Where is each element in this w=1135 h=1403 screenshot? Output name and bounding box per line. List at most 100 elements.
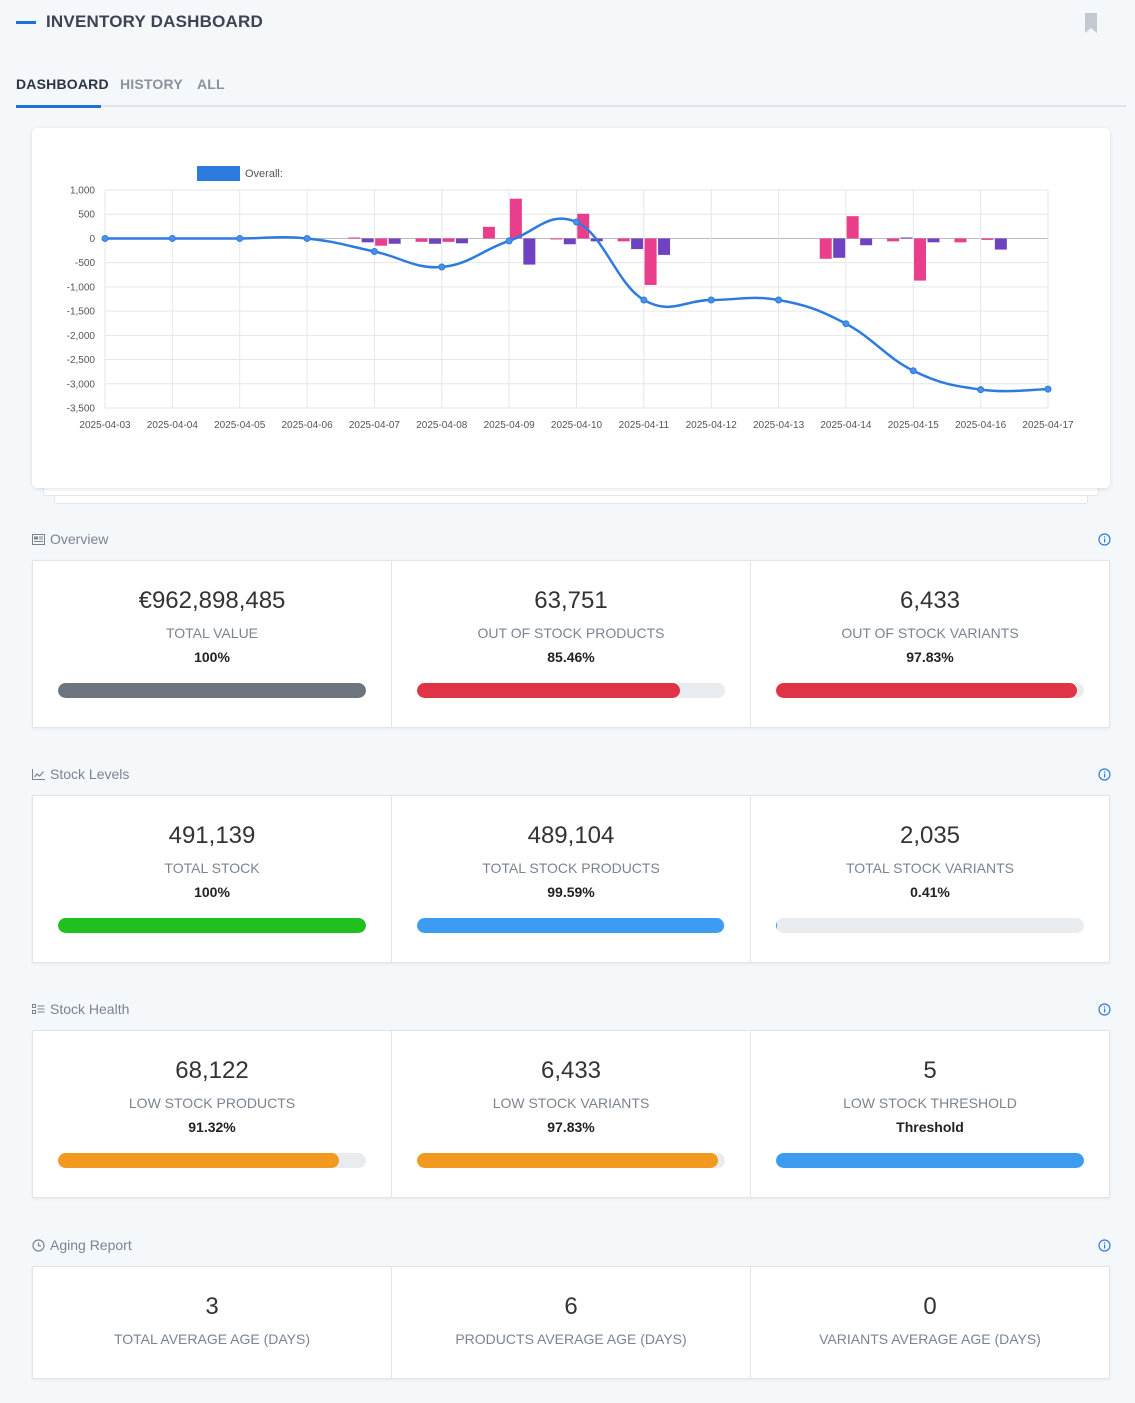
progress-bar xyxy=(776,918,1084,933)
stat-percent: 99.59% xyxy=(547,884,595,900)
line-point xyxy=(775,296,783,304)
progress-bar xyxy=(776,683,1084,698)
stat-value: 68,122 xyxy=(175,1057,249,1084)
stat-value: 489,104 xyxy=(527,822,615,849)
bar xyxy=(860,238,873,246)
y-tick-label: -3,000 xyxy=(67,379,96,390)
stat-card: 3 TOTAL AVERAGE AGE (DAYS) xyxy=(33,1267,392,1378)
legend-swatch xyxy=(197,166,240,181)
stat-card: 6,433 LOW STOCK VARIANTS 97.83% xyxy=(392,1031,751,1197)
bar xyxy=(914,238,927,281)
clock-icon xyxy=(32,1238,45,1252)
line-point xyxy=(977,386,985,394)
bar xyxy=(846,216,859,239)
bar xyxy=(819,238,832,259)
line-point xyxy=(909,367,917,375)
tab-dashboard[interactable]: DASHBOARD xyxy=(16,76,109,92)
progress-bar xyxy=(417,683,725,698)
stat-card: 2,035 TOTAL STOCK VARIANTS 0.41% xyxy=(751,796,1109,962)
bar xyxy=(523,238,536,265)
progress-bar xyxy=(776,1153,1084,1168)
stat-percent: 100% xyxy=(194,884,230,900)
stat-percent: 97.83% xyxy=(906,649,954,665)
info-icon[interactable] xyxy=(1098,768,1111,781)
stat-label: OUT OF STOCK PRODUCTS xyxy=(477,625,665,641)
stat-label: TOTAL VALUE xyxy=(165,625,259,641)
stat-percent: 85.46% xyxy=(547,649,595,665)
bar xyxy=(887,238,900,242)
stat-label: OUT OF STOCK VARIANTS xyxy=(841,625,1019,641)
info-icon[interactable] xyxy=(1098,533,1111,546)
aging-report-cards: 3 TOTAL AVERAGE AGE (DAYS) 6 PRODUCTS AV… xyxy=(32,1266,1110,1379)
section-title-aging-report: Aging Report xyxy=(32,1237,132,1253)
stat-percent: 97.83% xyxy=(547,1119,595,1135)
bar xyxy=(954,238,967,243)
x-tick-label: 2025-04-10 xyxy=(551,420,603,431)
x-tick-label: 2025-04-07 xyxy=(349,420,401,431)
progress-fill xyxy=(58,918,366,933)
stat-percent: 0.41% xyxy=(910,884,950,900)
line-point xyxy=(168,234,176,242)
stat-card: 0 VARIANTS AVERAGE AGE (DAYS) xyxy=(751,1267,1109,1378)
bar xyxy=(833,238,846,258)
bar xyxy=(442,238,455,242)
line-point xyxy=(707,296,715,304)
progress-fill xyxy=(417,918,724,933)
bookmark-icon[interactable] xyxy=(1081,12,1101,34)
stat-label: TOTAL STOCK VARIANTS xyxy=(845,860,1015,876)
tab-history[interactable]: HISTORY xyxy=(120,76,183,92)
stat-label: LOW STOCK THRESHOLD xyxy=(843,1095,1017,1111)
x-tick-label: 2025-04-16 xyxy=(955,420,1007,431)
newspaper-icon xyxy=(32,533,45,545)
tab-all[interactable]: ALL xyxy=(197,76,225,92)
progress-fill xyxy=(58,1153,340,1168)
y-tick-label: -3,500 xyxy=(67,404,96,415)
line-point xyxy=(1044,385,1052,393)
info-icon[interactable] xyxy=(1098,1003,1111,1016)
y-tick-label: 500 xyxy=(78,210,95,221)
info-icon[interactable] xyxy=(1098,1239,1111,1252)
x-tick-label: 2025-04-14 xyxy=(820,420,872,431)
bar xyxy=(563,238,576,245)
y-tick-label: -2,500 xyxy=(67,355,96,366)
bar xyxy=(994,238,1007,250)
line-point xyxy=(236,234,244,242)
section-title-overview: Overview xyxy=(32,531,108,547)
y-tick-label: 1,000 xyxy=(70,186,95,197)
line-point xyxy=(438,263,446,271)
stat-card: 5 LOW STOCK THRESHOLD Threshold xyxy=(751,1031,1109,1197)
page-title: INVENTORY DASHBOARD xyxy=(46,12,263,31)
bar xyxy=(455,238,468,244)
stat-label: PRODUCTS AVERAGE AGE (DAYS) xyxy=(455,1331,687,1347)
stat-label: LOW STOCK VARIANTS xyxy=(492,1095,650,1111)
bar xyxy=(388,238,401,244)
overview-cards: €962,898,485 TOTAL VALUE 100% 63,751 OUT… xyxy=(32,560,1110,728)
bar xyxy=(617,238,630,242)
checklist-icon xyxy=(32,1003,45,1014)
tab-bar: DASHBOARD HISTORY ALL xyxy=(16,66,1126,108)
stat-label: VARIANTS AVERAGE AGE (DAYS) xyxy=(819,1331,1041,1347)
y-tick-label: 0 xyxy=(89,234,95,245)
x-tick-label: 2025-04-15 xyxy=(888,420,940,431)
y-tick-label: -2,000 xyxy=(67,331,96,342)
section-label: Overview xyxy=(50,531,109,547)
stat-value: 6,433 xyxy=(899,587,961,614)
chart-card: 1,000 500 0 -500 -1,000 -1,500 -2,000 -2,500 -3,… xyxy=(32,128,1110,488)
stat-value: 0 xyxy=(923,1293,937,1320)
progress-fill xyxy=(776,1153,1084,1168)
line-point xyxy=(303,234,311,242)
stat-label: TOTAL STOCK PRODUCTS xyxy=(482,860,660,876)
x-tick-label: 2025-04-08 xyxy=(416,420,468,431)
stat-card: 68,122 LOW STOCK PRODUCTS 91.32% xyxy=(33,1031,392,1197)
progress-bar xyxy=(417,918,725,933)
progress-fill xyxy=(776,918,778,933)
progress-fill xyxy=(417,1153,719,1168)
x-tick-label: 2025-04-17 xyxy=(1022,420,1074,431)
x-tick-label: 2025-04-11 xyxy=(619,420,670,431)
bar xyxy=(658,238,671,255)
stat-value: 5 xyxy=(923,1057,937,1084)
stat-label: LOW STOCK PRODUCTS xyxy=(128,1095,296,1111)
x-tick-label: 2025-04-05 xyxy=(214,420,266,431)
stat-card: €962,898,485 TOTAL VALUE 100% xyxy=(33,561,392,727)
title-accent xyxy=(16,21,36,24)
